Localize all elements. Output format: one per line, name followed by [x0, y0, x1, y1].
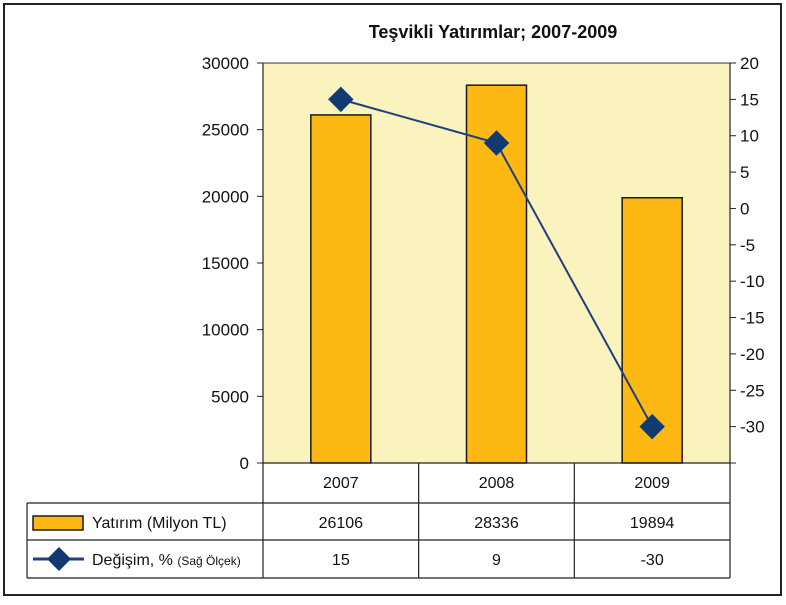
category-label-2007: 2007 — [323, 475, 359, 492]
table-value-yatirim-2009: 19894 — [630, 515, 675, 532]
table-value-yatirim-2008: 28336 — [474, 515, 519, 532]
table-value-degisim-2007: 15 — [332, 552, 350, 569]
category-label-2009: 2009 — [634, 475, 670, 492]
right-axis-tick-label: -5 — [740, 236, 755, 255]
right-axis-tick-label: 0 — [740, 199, 749, 218]
right-axis-tick-label: -30 — [740, 418, 765, 437]
legend-label-degisim: Değişim, % (Sağ Ölçek) — [92, 552, 241, 569]
table-value-degisim-2009: -30 — [641, 552, 664, 569]
legend-marker-degisim — [47, 547, 71, 571]
line-marker-2008[interactable] — [483, 130, 510, 156]
bar-2007[interactable] — [310, 114, 372, 464]
right-axis-tick-label: -10 — [740, 272, 765, 291]
legend-swatch-yatirim — [32, 515, 84, 531]
table-value-yatirim-2007: 26106 — [319, 515, 364, 532]
right-axis-tick-label: -15 — [740, 309, 765, 328]
legend-label-degisim-suffix: (Sağ Ölçek) — [177, 554, 240, 568]
right-axis-tick-label: 15 — [740, 90, 759, 109]
legend-label-degisim-main: Değişim, % — [92, 552, 177, 569]
line-marker-2007[interactable] — [328, 86, 354, 113]
right-axis-tick-label: -20 — [740, 345, 765, 364]
left-axis-tick-label: 0 — [240, 454, 249, 473]
left-axis-tick-label: 30000 — [202, 54, 249, 73]
left-axis-tick-label: 20000 — [202, 187, 249, 206]
table-value-degisim-2008: 9 — [492, 552, 501, 569]
left-axis-tick-label: 15000 — [202, 254, 249, 273]
category-label-2008: 2008 — [479, 475, 515, 492]
outer-border — [3, 3, 782, 596]
right-axis-tick-label: 5 — [740, 163, 749, 182]
left-axis-tick-label: 25000 — [202, 121, 249, 140]
right-axis-tick-label: 10 — [740, 127, 759, 146]
left-axis-tick-label: 5000 — [211, 387, 249, 406]
left-axis-tick-label: 10000 — [202, 321, 249, 340]
chart-title: Teşvikli Yatırımlar; 2007-2009 — [369, 22, 618, 42]
right-axis-tick-label: 20 — [740, 54, 759, 73]
legend-label-yatirim: Yatırım (Milyon TL) — [92, 515, 227, 532]
right-axis-tick-label: -25 — [740, 381, 765, 400]
line-marker-2009[interactable] — [639, 413, 665, 440]
